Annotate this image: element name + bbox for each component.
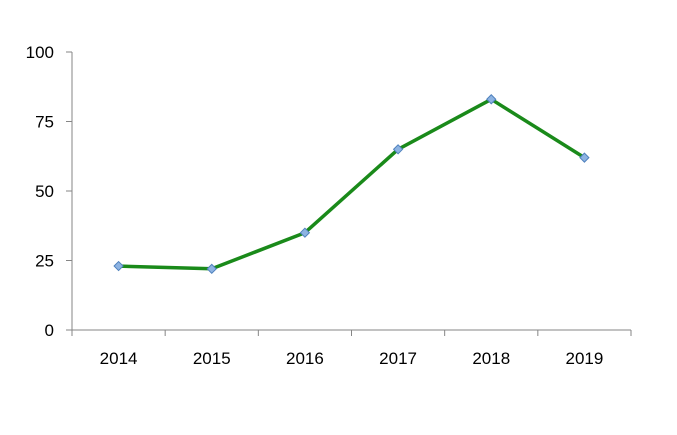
series-line bbox=[116, 97, 587, 271]
y-tick-label: 100 bbox=[26, 43, 54, 62]
y-tick-label: 25 bbox=[35, 252, 54, 271]
data-point-marker bbox=[579, 152, 590, 163]
series-group bbox=[113, 94, 590, 275]
y-tick-label: 50 bbox=[35, 182, 54, 201]
data-point-marker bbox=[486, 94, 497, 105]
x-tick-label: 2017 bbox=[379, 349, 417, 368]
x-axis: 2014 2015 2016 2017 2018 2019 bbox=[71, 329, 632, 368]
data-point-marker bbox=[299, 227, 311, 238]
x-tick-label: 2014 bbox=[100, 349, 138, 368]
y-axis: 0 25 50 75 100 bbox=[26, 43, 73, 340]
x-tick-label: 2018 bbox=[472, 349, 510, 368]
x-tick-label: 2015 bbox=[193, 349, 231, 368]
y-tick-group: 0 25 50 75 100 bbox=[26, 43, 72, 340]
data-point-marker bbox=[392, 144, 404, 155]
data-point-marker bbox=[113, 260, 124, 272]
x-tick-label: 2019 bbox=[566, 349, 604, 368]
data-point-marker bbox=[206, 263, 217, 275]
x-tick-label: 2016 bbox=[286, 349, 324, 368]
y-tick-label: 0 bbox=[45, 321, 54, 340]
y-tick-label: 75 bbox=[35, 113, 54, 132]
x-tick-group: 2014 2015 2016 2017 2018 2019 bbox=[71, 330, 632, 368]
